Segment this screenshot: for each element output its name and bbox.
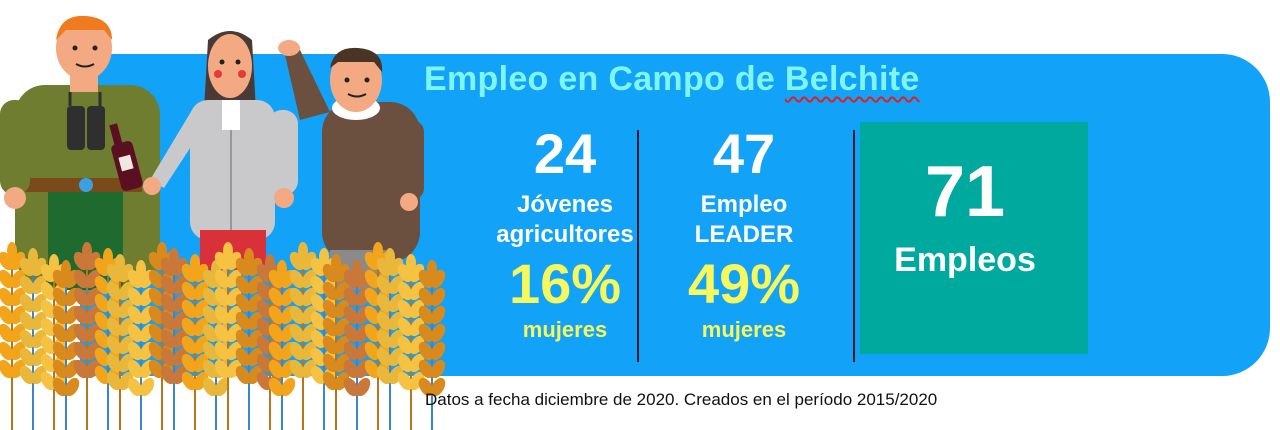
page-title: Empleo en Campo de Belchite — [424, 60, 920, 99]
young-farmers-stat: 24 Jóvenes agricultores 16% mujeres — [485, 124, 645, 344]
divider-1 — [637, 130, 639, 362]
farmer-with-binoculars-icon — [0, 15, 160, 290]
wheat-stalk — [418, 260, 446, 430]
wheat-stalk — [268, 260, 296, 430]
footnote: Datos a fecha diciembre de 2020. Creados… — [425, 390, 938, 409]
title-text: Empleo en Campo de Belchite — [424, 60, 920, 98]
leader-employment-stat: 47 Empleo LEADER 49% mujeres — [664, 124, 824, 344]
leader-employment-number: 47 — [712, 122, 776, 185]
divider-2 — [853, 130, 855, 362]
wheat-stalk — [181, 254, 209, 430]
young-farmers-label-2: agricultores — [496, 221, 634, 248]
leader-employment-label-1: Empleo — [700, 191, 788, 218]
wheat-stalk — [160, 248, 188, 430]
young-farmers-label-1: Jóvenes — [516, 191, 614, 218]
leader-employment-label-2: LEADER — [694, 221, 794, 248]
wheat-stalk — [73, 242, 101, 430]
wheat-stalk — [343, 260, 371, 430]
wine-bottle-icon — [109, 123, 143, 191]
wheat-field-icon — [0, 242, 446, 430]
leader-employment-women-percent: 49% — [687, 252, 801, 315]
total-jobs-label: Empleos — [894, 241, 1036, 279]
wheat-stalk — [322, 254, 350, 430]
wheat-stalk — [376, 248, 404, 430]
woman-farmer-icon — [143, 31, 298, 270]
young-farmers-women-label: mujeres — [522, 317, 608, 342]
wheat-stalk — [235, 248, 263, 430]
leader-employment-women-label: mujeres — [701, 317, 787, 342]
total-jobs-box: 71 Empleos — [860, 122, 1088, 354]
farmers-illustration — [0, 15, 446, 430]
title-last-word: Belchite — [784, 60, 920, 98]
young-farmers-number: 24 — [533, 122, 597, 185]
total-jobs-number: 71 — [924, 152, 1006, 232]
young-farmers-women-percent: 16% — [508, 252, 622, 315]
wheat-stalk — [19, 248, 47, 430]
wheat-stalk — [214, 242, 242, 430]
